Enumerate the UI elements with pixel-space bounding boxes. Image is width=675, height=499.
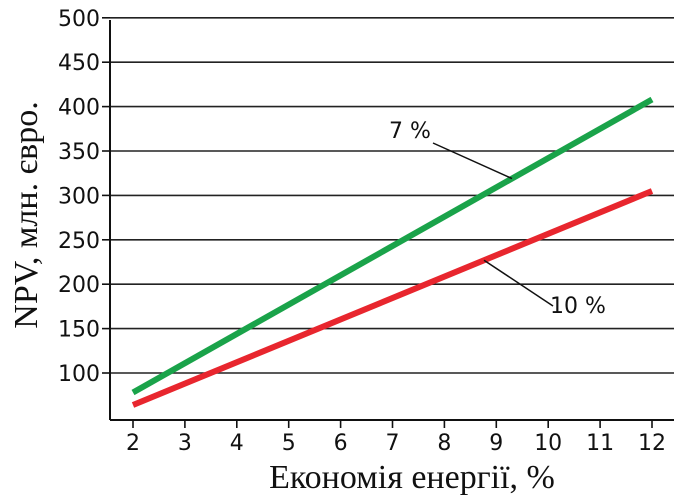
series-line-seven-percent <box>131 96 654 396</box>
x-tick-label: 5 <box>282 431 296 456</box>
series-label-leader <box>483 259 554 307</box>
y-tick-label: 350 <box>58 140 100 165</box>
y-tick-labels: 100 150 200 250 300 350 400 450 500 <box>58 7 110 387</box>
series-labels: 7 % 10 % <box>389 119 606 319</box>
series-lines <box>131 96 654 408</box>
x-tick-labels: 2 3 4 5 6 7 8 9 10 11 12 <box>126 420 666 456</box>
x-tick-label: 10 <box>534 431 562 456</box>
x-tick-label: 9 <box>489 431 503 456</box>
x-tick-label: 6 <box>334 431 348 456</box>
x-tick-label: 3 <box>178 431 192 456</box>
series-line-ten-percent <box>131 188 654 408</box>
y-tick-label: 250 <box>58 229 100 254</box>
x-tick-label: 4 <box>230 431 244 456</box>
series-label-ten-percent: 10 % <box>550 294 606 319</box>
y-tick-label: 200 <box>58 273 100 298</box>
y-tick-label: 500 <box>58 7 100 32</box>
y-axis-title: NPV, млн. євро. <box>8 101 45 328</box>
x-tick-label: 12 <box>638 431 666 456</box>
y-tick-label: 300 <box>58 184 100 209</box>
y-tick-label: 450 <box>58 51 100 76</box>
x-tick-label: 11 <box>586 431 614 456</box>
series-label-leader <box>432 142 513 180</box>
y-tick-label: 150 <box>58 318 100 343</box>
y-tick-label: 100 <box>58 362 100 387</box>
series-label-seven-percent: 7 % <box>389 119 431 144</box>
x-tick-label: 2 <box>126 431 140 456</box>
x-tick-label: 7 <box>386 431 400 456</box>
y-tick-label: 400 <box>58 96 100 121</box>
x-axis-title: Економія енергії, % <box>269 459 555 496</box>
grid-lines <box>110 16 674 374</box>
x-tick-label: 8 <box>437 431 451 456</box>
